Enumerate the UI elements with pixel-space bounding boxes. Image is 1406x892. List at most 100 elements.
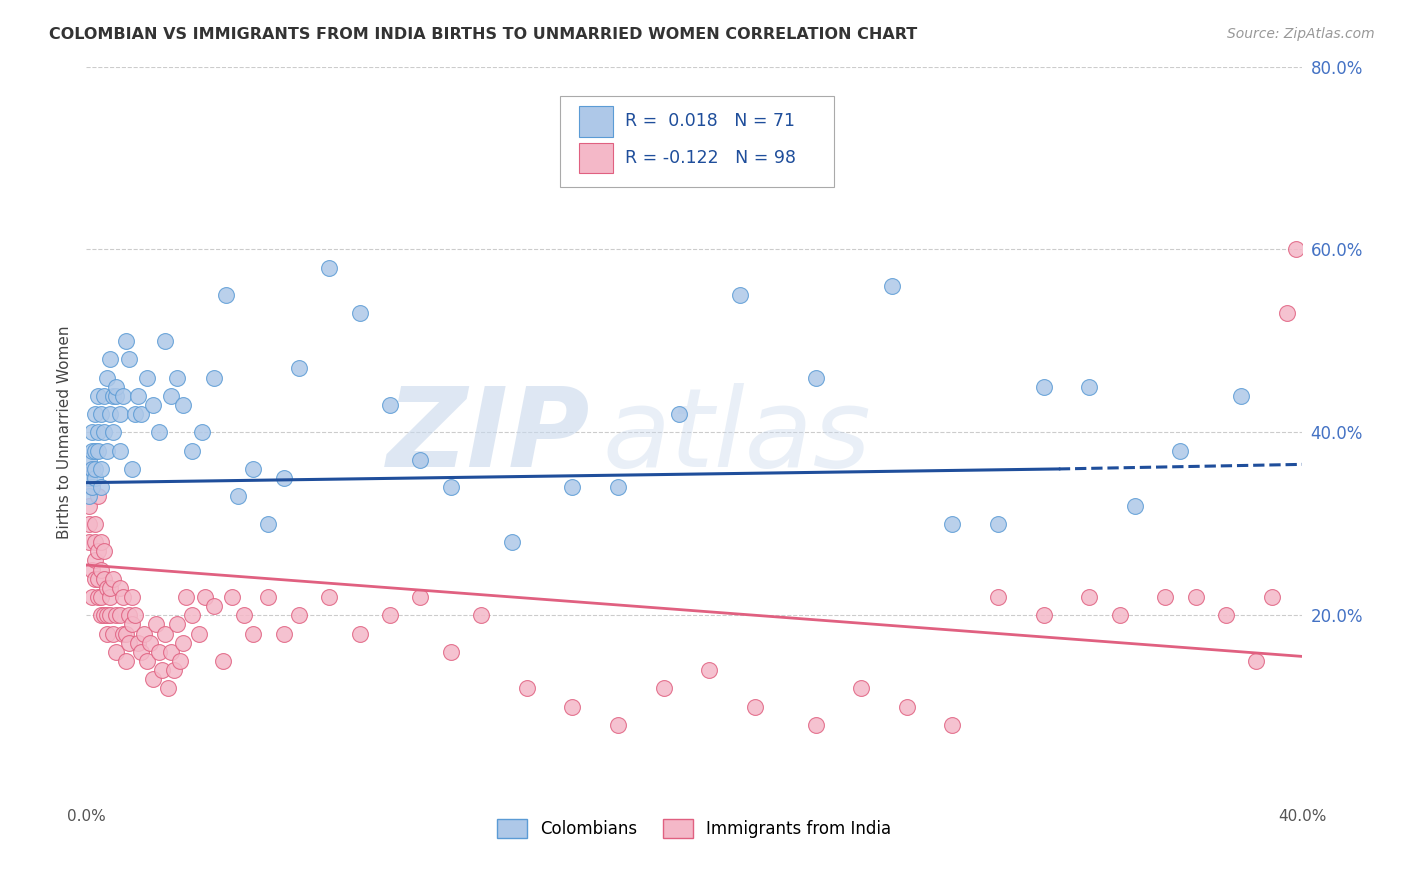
Point	[77, 489, 100, 503]
Point	[93, 608, 115, 623]
Point	[257, 590, 280, 604]
Point	[157, 681, 180, 696]
Point	[172, 398, 194, 412]
Point	[124, 608, 146, 623]
Bar	[578, 106, 613, 136]
Point	[103, 425, 125, 440]
FancyBboxPatch shape	[561, 95, 834, 187]
Point	[1032, 608, 1054, 623]
Point	[744, 699, 766, 714]
Point	[90, 608, 112, 623]
Point	[1285, 243, 1308, 257]
Point	[288, 608, 311, 623]
Point	[117, 636, 139, 650]
Point	[257, 516, 280, 531]
Point	[114, 334, 136, 348]
Point	[139, 636, 162, 650]
Point	[111, 590, 134, 604]
Point	[142, 673, 165, 687]
Point	[105, 389, 128, 403]
Point	[349, 626, 371, 640]
Point	[349, 306, 371, 320]
Point	[163, 663, 186, 677]
Point	[103, 572, 125, 586]
Point	[111, 389, 134, 403]
Point	[87, 425, 110, 440]
Point	[202, 599, 225, 613]
Point	[77, 471, 100, 485]
Point	[987, 590, 1010, 604]
Point	[169, 654, 191, 668]
Point	[166, 370, 188, 384]
Point	[501, 535, 523, 549]
Point	[1246, 654, 1268, 668]
Point	[77, 499, 100, 513]
Point	[77, 452, 100, 467]
Text: ZIP: ZIP	[387, 383, 591, 490]
Point	[90, 462, 112, 476]
Point	[103, 389, 125, 403]
Point	[1108, 608, 1130, 623]
Point	[84, 535, 107, 549]
Point	[516, 681, 538, 696]
Legend: Colombians, Immigrants from India: Colombians, Immigrants from India	[491, 812, 897, 845]
Text: R = -0.122   N = 98: R = -0.122 N = 98	[624, 149, 796, 167]
Point	[84, 471, 107, 485]
Point	[804, 370, 827, 384]
Point	[607, 718, 630, 732]
Point	[127, 389, 149, 403]
Text: Source: ZipAtlas.com: Source: ZipAtlas.com	[1227, 27, 1375, 41]
Point	[82, 480, 104, 494]
Point	[409, 590, 432, 604]
Point	[561, 480, 583, 494]
Point	[1230, 389, 1253, 403]
Point	[93, 572, 115, 586]
Point	[100, 590, 122, 604]
Point	[90, 407, 112, 421]
Point	[96, 626, 118, 640]
Point	[242, 462, 264, 476]
Point	[941, 516, 963, 531]
Point	[1170, 443, 1192, 458]
Point	[100, 608, 122, 623]
Point	[84, 516, 107, 531]
Point	[153, 334, 176, 348]
Point	[652, 681, 675, 696]
Point	[1184, 590, 1206, 604]
Y-axis label: Births to Unmarried Women: Births to Unmarried Women	[58, 326, 72, 539]
Point	[84, 407, 107, 421]
Point	[82, 590, 104, 604]
Point	[121, 617, 143, 632]
Point	[318, 260, 340, 275]
Point	[84, 443, 107, 458]
Point	[77, 516, 100, 531]
Point	[117, 352, 139, 367]
Point	[90, 480, 112, 494]
Point	[176, 590, 198, 604]
Point	[82, 562, 104, 576]
Point	[82, 462, 104, 476]
Point	[100, 407, 122, 421]
Point	[607, 480, 630, 494]
Point	[100, 581, 122, 595]
Point	[87, 590, 110, 604]
Point	[987, 516, 1010, 531]
Point	[1215, 608, 1237, 623]
Point	[880, 279, 903, 293]
Point	[190, 425, 212, 440]
Point	[221, 590, 243, 604]
Point	[1078, 379, 1101, 393]
Point	[1154, 590, 1177, 604]
Point	[96, 608, 118, 623]
Point	[470, 608, 492, 623]
Point	[90, 535, 112, 549]
Point	[77, 535, 100, 549]
Bar	[578, 143, 613, 173]
Point	[212, 654, 235, 668]
Point	[129, 645, 152, 659]
Point	[121, 462, 143, 476]
Point	[108, 581, 131, 595]
Point	[148, 425, 170, 440]
Point	[1032, 379, 1054, 393]
Point	[111, 626, 134, 640]
